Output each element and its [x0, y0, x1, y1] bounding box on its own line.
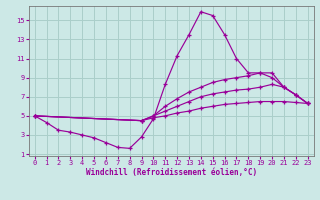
X-axis label: Windchill (Refroidissement éolien,°C): Windchill (Refroidissement éolien,°C) — [86, 168, 257, 177]
